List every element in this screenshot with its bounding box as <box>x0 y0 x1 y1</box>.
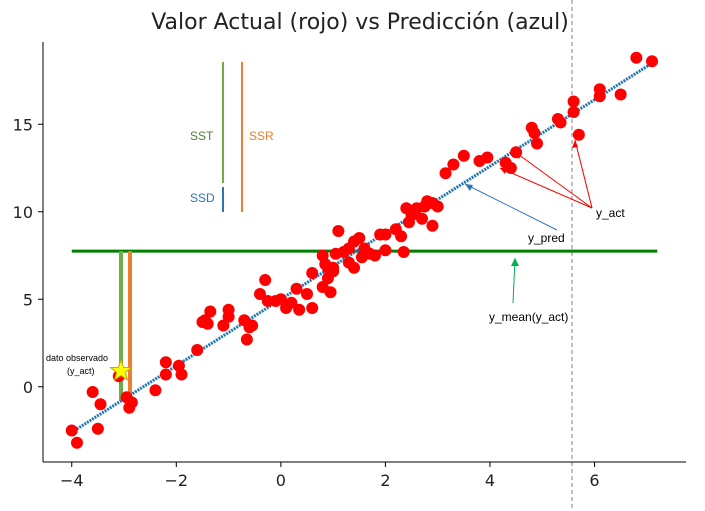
data-point <box>274 293 287 306</box>
data-point <box>149 384 162 397</box>
data-point <box>426 219 439 232</box>
x-tick-label: 2 <box>380 471 390 490</box>
observed-point-star <box>109 358 133 382</box>
data-point <box>217 319 230 332</box>
x-tick-label: 0 <box>276 471 286 490</box>
data-point <box>70 436 83 449</box>
data-point <box>439 167 452 180</box>
data-point <box>290 282 303 295</box>
data-point <box>259 274 272 286</box>
y-act-arrow-2 <box>514 151 593 209</box>
ssr-label: SSR <box>249 129 274 143</box>
data-point <box>94 398 107 411</box>
data-point <box>457 149 470 162</box>
data-point <box>646 55 659 68</box>
data-point <box>125 396 138 409</box>
x-tick-label: 6 <box>589 471 599 490</box>
y-pred-label: y_pred <box>528 231 565 245</box>
y-act-label: y_act <box>596 206 625 220</box>
y-tick-label: 10 <box>13 203 33 222</box>
y-act-arrow-1 <box>499 167 593 209</box>
x-tick-label: −2 <box>165 471 189 490</box>
data-point <box>201 317 214 330</box>
sst-label: SST <box>190 129 214 143</box>
y-tick-label: 5 <box>23 290 33 309</box>
observed-label-line1: dato observado <box>46 353 108 363</box>
data-point <box>86 386 99 398</box>
y-act-arrowhead-1 <box>500 168 508 174</box>
data-point <box>65 424 78 437</box>
data-point <box>353 232 366 244</box>
ssd-label: SSD <box>190 191 215 205</box>
data-point <box>528 127 541 139</box>
data-point <box>348 261 361 274</box>
data-point <box>159 368 172 381</box>
data-point <box>324 286 337 299</box>
data-point <box>285 296 298 309</box>
data-point <box>531 137 544 150</box>
chart-marks: −4 −2 0 2 4 6 0 5 10 15 <box>13 0 686 511</box>
data-point <box>222 310 235 323</box>
data-point <box>368 249 381 262</box>
data-point <box>397 246 410 258</box>
data-point <box>332 225 345 237</box>
data-point <box>379 244 392 257</box>
data-point <box>175 368 188 381</box>
data-point <box>240 333 253 346</box>
data-point <box>567 106 580 118</box>
y-mean-label: y_mean(y_act) <box>489 310 568 324</box>
data-point <box>204 305 217 318</box>
observed-label-line2: (y_act) <box>67 366 95 376</box>
data-point <box>379 228 392 241</box>
data-point <box>159 356 172 369</box>
data-point <box>614 88 627 101</box>
y-act-arrowhead-2 <box>515 152 522 159</box>
data-point <box>306 267 319 279</box>
y-mean-arrowhead <box>511 258 519 266</box>
x-tick-label: 4 <box>485 471 495 490</box>
data-point <box>572 128 585 141</box>
data-point <box>91 422 104 435</box>
chart-title: Valor Actual (rojo) vs Predicción (azul) <box>151 10 569 35</box>
y-tick-label: 0 <box>23 378 33 397</box>
y-act-arrow-3 <box>574 139 593 209</box>
data-point <box>416 212 429 225</box>
data-point <box>246 319 259 332</box>
y-pred-arrow <box>464 183 558 231</box>
data-point <box>293 303 306 316</box>
data-point <box>554 116 567 129</box>
y-tick-label: 15 <box>13 115 33 134</box>
x-tick-label: −4 <box>60 471 84 490</box>
data-point <box>306 302 319 314</box>
data-point <box>191 344 204 356</box>
y-act-arrowhead-3 <box>572 140 578 148</box>
data-point <box>395 230 408 243</box>
data-point <box>327 261 340 274</box>
data-point <box>630 51 643 64</box>
data-point <box>481 151 494 164</box>
y-pred-arrowhead <box>465 184 473 191</box>
data-point <box>593 83 606 96</box>
data-point <box>300 288 313 300</box>
data-point <box>567 95 580 108</box>
data-point <box>253 288 266 300</box>
data-point <box>431 200 444 213</box>
data-point <box>447 158 460 171</box>
